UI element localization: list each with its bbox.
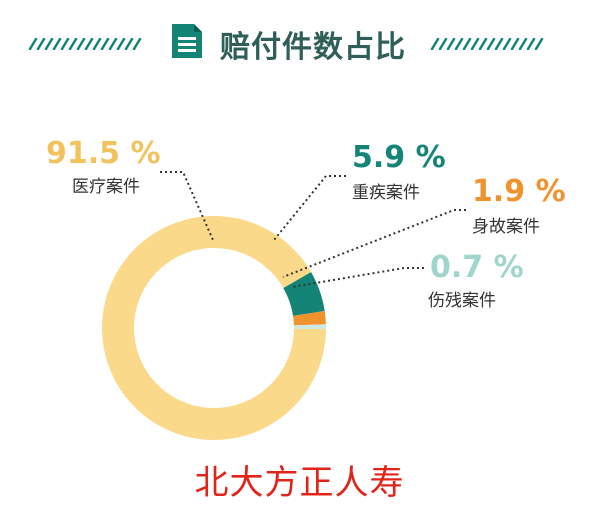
- value-label-medical: 91.5 %: [46, 136, 161, 171]
- leader-line-death: [282, 209, 466, 278]
- footer-brand-text: 北大方正人寿: [194, 463, 405, 503]
- document-icon: [172, 24, 202, 58]
- slice-medical: [102, 215, 326, 440]
- category-label-critical-illness: 重疾案件: [352, 183, 420, 203]
- category-label-medical: 医疗案件: [72, 177, 140, 197]
- category-label-disability: 伤残案件: [428, 291, 496, 311]
- value-label-disability: 0.7 %: [430, 250, 524, 285]
- decorative-hatch-left: [28, 38, 142, 50]
- leader-line-disability: [291, 267, 424, 288]
- decorative-hatch-right: [430, 38, 544, 50]
- category-label-death: 身故案件: [472, 217, 540, 237]
- value-label-critical-illness: 5.9 %: [352, 140, 446, 175]
- slice-death: [293, 310, 326, 326]
- slice-disability: [293, 324, 326, 330]
- leader-line-critical-illness: [273, 175, 346, 241]
- page-title: 赔付件数占比: [220, 30, 406, 65]
- value-label-death: 1.9 %: [472, 174, 566, 209]
- title-row: 赔付件数占比: [0, 0, 599, 80]
